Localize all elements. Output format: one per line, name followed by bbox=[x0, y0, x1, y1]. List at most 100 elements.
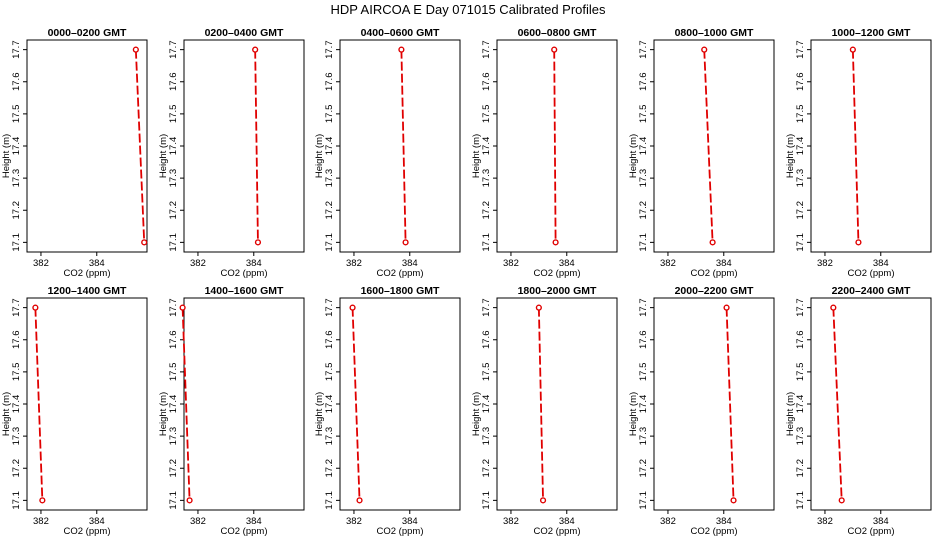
x-tick-label: 382 bbox=[660, 258, 676, 269]
data-point bbox=[349, 304, 356, 311]
plot-frame bbox=[26, 297, 148, 511]
y-tick-label: 17.1 bbox=[795, 491, 806, 510]
chart-panel: 1200–1400 GMT 17.1 17.2 17.3 17.4 17.5 17.6 17.… bbox=[1, 285, 148, 537]
x-axis-label: CO2 (ppm) bbox=[64, 526, 111, 537]
y-tick-label: 17.1 bbox=[324, 491, 335, 510]
y-tick-label: 17.4 bbox=[324, 395, 335, 414]
y-tick-label: 17.2 bbox=[795, 201, 806, 220]
y-tick-label: 17.5 bbox=[481, 105, 492, 124]
y-tick-label: 17.6 bbox=[11, 73, 22, 92]
y-tick-label: 17.6 bbox=[795, 331, 806, 350]
y-tick-label: 17.3 bbox=[795, 427, 806, 446]
y-tick-label: 17.7 bbox=[481, 40, 492, 59]
y-tick-label: 17.7 bbox=[795, 298, 806, 317]
data-point bbox=[723, 304, 730, 311]
data-point bbox=[701, 46, 708, 53]
data-point bbox=[398, 46, 405, 53]
series-line bbox=[400, 49, 407, 243]
y-tick-label: 17.5 bbox=[638, 363, 649, 382]
y-tick-label: 17.1 bbox=[324, 233, 335, 252]
data-point bbox=[552, 239, 559, 246]
x-tick-label: 382 bbox=[503, 258, 519, 269]
series-line bbox=[851, 49, 860, 243]
x-tick-label: 382 bbox=[817, 258, 833, 269]
x-tick-label: 384 bbox=[89, 258, 105, 269]
y-tick-label: 17.2 bbox=[638, 201, 649, 220]
chart-panel: 0000–0200 GMT 17.1 17.2 17.3 17.4 17.5 17.6 17.… bbox=[1, 27, 148, 279]
x-axis-label: CO2 (ppm) bbox=[221, 526, 268, 537]
data-point bbox=[539, 497, 547, 504]
y-tick-label: 17.6 bbox=[11, 331, 22, 350]
x-tick-label: 384 bbox=[873, 258, 889, 269]
y-tick-label: 17.3 bbox=[324, 169, 335, 188]
data-point bbox=[179, 304, 186, 311]
panel-title: 1400–1600 GMT bbox=[205, 285, 284, 297]
y-tick-label: 17.3 bbox=[481, 169, 492, 188]
y-tick-label: 17.4 bbox=[11, 137, 22, 156]
x-tick-label: 382 bbox=[660, 516, 676, 527]
y-axis-label: Height (m) bbox=[785, 392, 796, 436]
x-tick-label: 382 bbox=[190, 516, 206, 527]
y-axis-label: Height (m) bbox=[314, 392, 325, 436]
y-tick-label: 17.6 bbox=[168, 331, 179, 350]
x-tick-label: 384 bbox=[873, 516, 889, 527]
data-point bbox=[254, 239, 262, 246]
data-point bbox=[252, 46, 259, 53]
plot-frame bbox=[810, 39, 932, 253]
x-tick-label: 384 bbox=[402, 516, 418, 527]
x-tick-label: 384 bbox=[559, 258, 575, 269]
x-tick-label: 382 bbox=[346, 258, 362, 269]
series-line bbox=[725, 307, 735, 501]
y-tick-label: 17.7 bbox=[481, 298, 492, 317]
y-tick-label: 17.3 bbox=[11, 169, 22, 188]
y-axis-label: Height (m) bbox=[471, 392, 482, 436]
series-line bbox=[537, 307, 544, 501]
plot-frame bbox=[810, 297, 932, 511]
y-tick-label: 17.1 bbox=[481, 233, 492, 252]
chart-panel: 0200–0400 GMT 17.1 17.2 17.3 17.4 17.5 17.6 17.… bbox=[158, 27, 305, 279]
y-tick-label: 17.3 bbox=[638, 427, 649, 446]
y-tick-label: 17.5 bbox=[168, 363, 179, 382]
plot-frame bbox=[496, 297, 618, 511]
data-point bbox=[709, 239, 716, 246]
y-tick-label: 17.2 bbox=[324, 201, 335, 220]
data-point bbox=[830, 304, 837, 311]
x-tick-label: 384 bbox=[559, 516, 575, 527]
series-line bbox=[703, 49, 714, 243]
x-tick-label: 382 bbox=[33, 258, 49, 269]
data-point bbox=[132, 46, 139, 53]
y-tick-label: 17.5 bbox=[638, 105, 649, 124]
x-tick-label: 384 bbox=[402, 258, 418, 269]
y-tick-label: 17.4 bbox=[638, 137, 649, 156]
x-axis-label: CO2 (ppm) bbox=[64, 268, 111, 279]
series-line bbox=[134, 49, 146, 243]
y-tick-label: 17.3 bbox=[638, 169, 649, 188]
y-tick-label: 17.3 bbox=[11, 427, 22, 446]
y-tick-label: 17.4 bbox=[481, 395, 492, 414]
y-tick-label: 17.2 bbox=[11, 201, 22, 220]
y-axis-label: Height (m) bbox=[314, 134, 325, 178]
y-tick-label: 17.4 bbox=[168, 395, 179, 414]
y-tick-label: 17.6 bbox=[324, 73, 335, 92]
x-tick-label: 382 bbox=[503, 516, 519, 527]
panel-title: 0000–0200 GMT bbox=[48, 27, 127, 39]
plot-frame bbox=[339, 39, 461, 253]
x-tick-label: 384 bbox=[246, 258, 262, 269]
data-point bbox=[855, 239, 862, 246]
y-tick-label: 17.3 bbox=[324, 427, 335, 446]
data-point bbox=[551, 46, 558, 53]
x-axis-label: CO2 (ppm) bbox=[534, 526, 581, 537]
plot-frame bbox=[653, 297, 775, 511]
y-tick-label: 17.1 bbox=[11, 491, 22, 510]
y-tick-label: 17.7 bbox=[324, 40, 335, 59]
figure-title: HDP AIRCOA E Day 071015 Calibrated Profi… bbox=[330, 2, 606, 17]
y-tick-label: 17.4 bbox=[11, 395, 22, 414]
x-axis-label: CO2 (ppm) bbox=[848, 526, 895, 537]
x-axis-label: CO2 (ppm) bbox=[377, 268, 424, 279]
x-tick-label: 382 bbox=[190, 258, 206, 269]
x-axis-label: CO2 (ppm) bbox=[221, 268, 268, 279]
y-tick-label: 17.5 bbox=[11, 363, 22, 382]
y-tick-label: 17.7 bbox=[638, 40, 649, 59]
panel-title: 1200–1400 GMT bbox=[48, 285, 127, 297]
